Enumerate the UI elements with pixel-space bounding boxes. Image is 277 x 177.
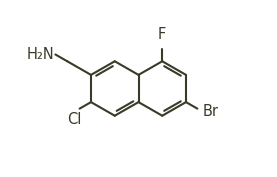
- Text: H₂N: H₂N: [26, 47, 54, 62]
- Text: Br: Br: [203, 104, 219, 119]
- Text: F: F: [158, 27, 166, 42]
- Text: Cl: Cl: [67, 112, 81, 127]
